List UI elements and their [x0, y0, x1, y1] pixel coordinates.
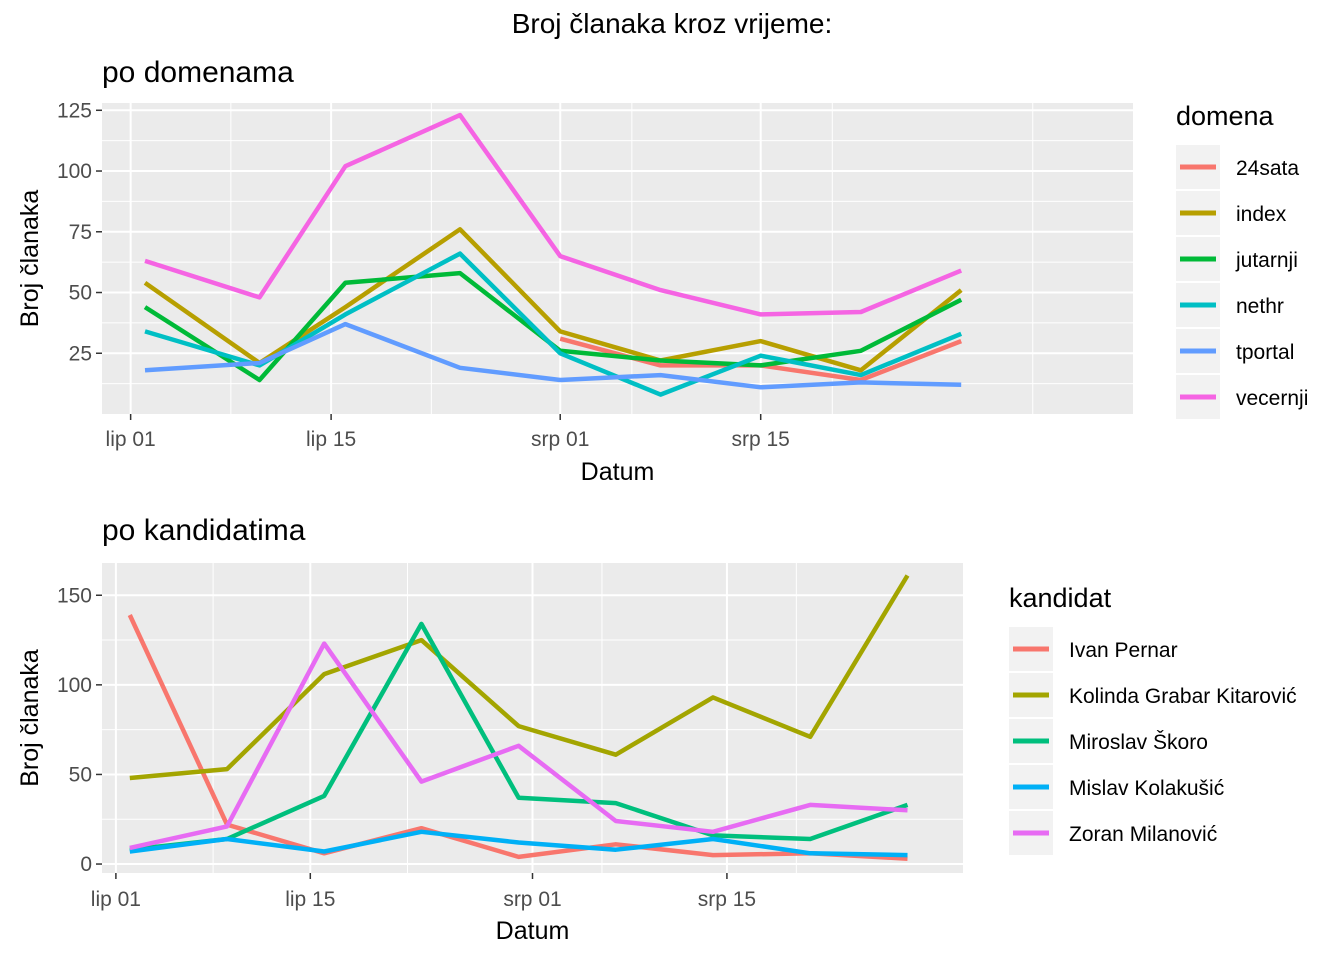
series-line-mislav-kolaku-i- [129, 829, 908, 858]
y-tick-label: 100 [57, 160, 92, 183]
series-line-vecernji [144, 112, 963, 317]
legend-item-label: Miroslav Škoro [1069, 731, 1208, 754]
series-line-kolinda-grabar-kitarovi- [129, 574, 910, 781]
series-line-zoran-milanovi- [129, 641, 908, 851]
legend-item-label: Zoran Milanović [1069, 823, 1217, 846]
x-tick-label: lip 01 [91, 888, 141, 911]
series-line-miroslav-koro [129, 621, 909, 852]
panel-po-kandidatima: po kandidatima 0 50 100 150 lip 01 lip 15 srp 0… [16, 514, 1297, 945]
legend-item-label: nethr [1236, 295, 1284, 318]
y-tick-label: 25 [69, 342, 92, 365]
legend-title: kandidat [1009, 583, 1112, 613]
y-tick-label: 0 [80, 853, 92, 876]
series-line-tportal [144, 321, 962, 390]
legend-item-label: 24sata [1236, 157, 1299, 180]
x-tick-label: srp 01 [531, 428, 589, 451]
x-axis-label: Datum [496, 917, 570, 945]
y-tick-label: 50 [69, 763, 92, 786]
y-tick-label: 50 [69, 282, 92, 305]
y-tick-label: 100 [57, 674, 92, 697]
x-tick-label: srp 01 [503, 888, 561, 911]
panel-po-domenama: po domenama 25 50 75 100 125 lip 01 lip 15 srp 0… [16, 56, 1308, 486]
plot-panel [102, 103, 1133, 414]
panel-title: po kandidatima [102, 514, 306, 547]
x-axis-label: Datum [581, 458, 655, 486]
x-tick-label: srp 15 [732, 428, 790, 451]
x-tick-label: lip 15 [285, 888, 335, 911]
y-tick-label: 150 [57, 584, 92, 607]
y-axis-label: Broj članaka [16, 649, 44, 787]
legend-item-label: Kolinda Grabar Kitarović [1069, 685, 1297, 708]
legend-title: domena [1176, 101, 1275, 131]
series-line-ivan-pernar [127, 614, 908, 861]
y-tick-label: 75 [69, 221, 92, 244]
legend-item-label: Ivan Pernar [1069, 639, 1178, 662]
panel-title: po domenama [102, 56, 294, 89]
y-tick-label: 125 [57, 99, 92, 122]
legend-item-label: tportal [1236, 341, 1294, 364]
x-tick-label: srp 15 [698, 888, 756, 911]
legend-item-label: vecernji [1236, 387, 1308, 410]
legend-item-label: Mislav Kolakušić [1069, 777, 1224, 800]
figure-title: Broj članaka kroz vrijeme: [512, 8, 833, 39]
x-tick-label: lip 01 [106, 428, 156, 451]
legend-item-label: jutarnji [1235, 249, 1298, 272]
x-tick-label: lip 15 [306, 428, 356, 451]
y-axis-label: Broj članaka [16, 190, 44, 328]
legend-item-label: index [1236, 203, 1287, 226]
